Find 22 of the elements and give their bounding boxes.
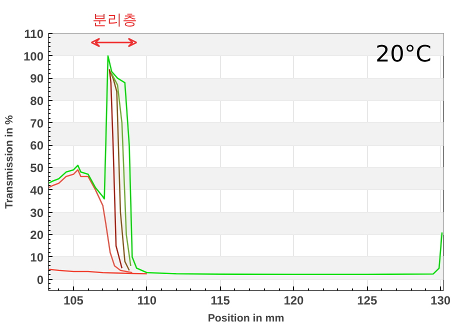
- y-tick-label: 60: [30, 138, 44, 153]
- x-tick-label: 125: [357, 294, 378, 308]
- y-tick-label: 80: [30, 94, 44, 108]
- y-tick-label: 90: [30, 72, 44, 86]
- y-tick-label: 20: [30, 228, 44, 242]
- y-tick-label: 70: [30, 116, 44, 130]
- y-tick-label: 40: [30, 183, 44, 198]
- x-tick-label: 120: [284, 294, 304, 308]
- y-tick-label: 10: [30, 250, 44, 264]
- y-tick-label: 30: [30, 206, 44, 220]
- y-tick-label: 0: [36, 272, 44, 287]
- y-axis-title: Transmission in %: [3, 114, 16, 209]
- y-tick-label: 110: [24, 27, 44, 41]
- annotation: 20°C: [376, 42, 432, 68]
- x-tick-label: 115: [210, 294, 230, 308]
- y-tick-label: 50: [30, 161, 44, 176]
- x-axis-title: Position in mm: [208, 312, 284, 324]
- x-tick-label: 130: [430, 294, 451, 308]
- x-tick-label: 110: [137, 294, 157, 308]
- text: 분리층: [92, 12, 138, 28]
- y-tick-label: 100: [23, 49, 44, 64]
- x-tick-label: 105: [63, 294, 84, 308]
